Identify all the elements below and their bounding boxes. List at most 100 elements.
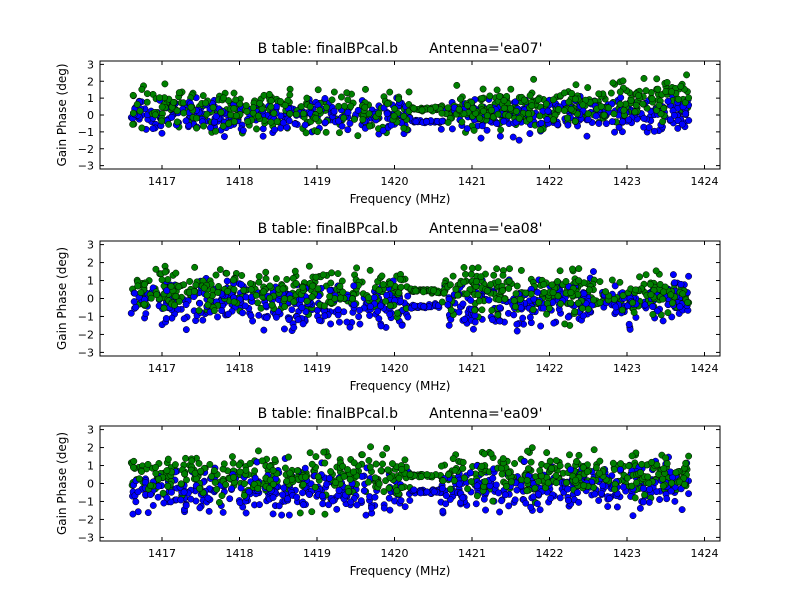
x-tick-label: 1423 <box>613 362 641 375</box>
point <box>674 95 682 103</box>
point <box>224 287 232 295</box>
point <box>548 465 556 472</box>
point <box>592 112 600 120</box>
point <box>456 95 464 103</box>
point <box>385 484 393 492</box>
point <box>478 306 486 314</box>
point <box>272 275 280 283</box>
point <box>220 460 228 468</box>
point <box>475 297 483 305</box>
point <box>597 489 605 497</box>
point <box>203 110 211 118</box>
point <box>129 91 137 99</box>
point <box>585 286 593 294</box>
point <box>625 116 633 124</box>
point <box>241 480 248 488</box>
point <box>439 484 446 492</box>
point <box>410 104 418 112</box>
point <box>366 312 374 319</box>
point <box>608 276 616 284</box>
point <box>515 114 523 122</box>
point <box>543 449 551 457</box>
point <box>326 292 334 300</box>
point <box>158 117 166 125</box>
point <box>291 120 299 128</box>
x-tick-label: 1419 <box>303 175 331 188</box>
point <box>463 290 471 298</box>
point <box>459 464 467 472</box>
point <box>678 120 686 128</box>
point <box>575 265 583 273</box>
point <box>353 264 361 272</box>
point <box>260 288 268 296</box>
point <box>346 119 354 127</box>
point <box>494 311 502 319</box>
point <box>398 321 406 329</box>
point <box>329 497 337 505</box>
point <box>255 447 262 455</box>
point <box>564 313 572 321</box>
point <box>544 107 552 115</box>
point <box>500 117 508 125</box>
point <box>306 449 314 457</box>
point <box>605 104 612 112</box>
point <box>610 110 618 118</box>
point <box>682 110 689 118</box>
point <box>327 320 335 328</box>
y-tick-label: 1 <box>87 460 94 473</box>
point <box>223 277 231 285</box>
point <box>368 504 375 512</box>
point <box>163 467 171 475</box>
point <box>579 464 587 472</box>
point <box>645 498 653 506</box>
point <box>571 308 579 316</box>
point <box>305 490 313 498</box>
point <box>506 265 513 273</box>
point <box>298 304 306 311</box>
point <box>401 503 409 511</box>
point <box>467 270 475 278</box>
point <box>281 303 289 311</box>
point <box>223 269 231 277</box>
point <box>372 460 380 468</box>
point <box>481 478 489 485</box>
point <box>321 312 329 320</box>
point <box>650 127 658 135</box>
point <box>668 88 676 96</box>
point <box>488 106 495 114</box>
point <box>155 475 163 483</box>
point <box>279 285 287 293</box>
point <box>288 306 296 314</box>
point <box>616 278 624 286</box>
point <box>531 484 539 492</box>
point <box>242 466 250 474</box>
point <box>575 451 583 459</box>
point <box>611 282 619 290</box>
point <box>281 464 289 472</box>
point <box>280 325 288 333</box>
point <box>648 458 656 466</box>
point <box>299 481 307 488</box>
point <box>430 488 438 496</box>
point <box>610 466 618 473</box>
point <box>459 300 467 308</box>
point <box>330 107 338 115</box>
point <box>336 318 343 326</box>
point <box>350 115 358 123</box>
point <box>497 126 505 134</box>
point <box>230 89 238 97</box>
point <box>653 75 661 83</box>
point <box>669 271 677 279</box>
y-tick-label: −3 <box>78 346 94 359</box>
point <box>511 303 519 311</box>
point <box>671 279 678 287</box>
point <box>299 489 306 497</box>
point <box>269 494 277 501</box>
point <box>483 287 491 295</box>
point <box>406 497 414 504</box>
point <box>397 297 404 305</box>
point <box>659 482 667 490</box>
point <box>335 486 343 494</box>
point <box>444 471 452 479</box>
point <box>439 507 447 515</box>
